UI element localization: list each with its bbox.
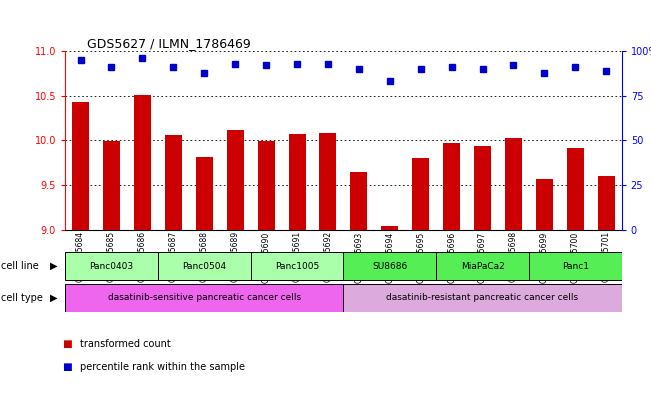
Bar bbox=[381, 226, 398, 230]
Bar bbox=[505, 138, 522, 230]
Text: Panc1: Panc1 bbox=[562, 262, 589, 271]
Bar bbox=[134, 95, 151, 230]
Text: dasatinib-sensitive pancreatic cancer cells: dasatinib-sensitive pancreatic cancer ce… bbox=[107, 293, 301, 302]
Bar bbox=[165, 135, 182, 230]
Bar bbox=[103, 141, 120, 230]
Bar bbox=[288, 134, 305, 230]
Bar bbox=[350, 172, 367, 230]
Bar bbox=[158, 252, 251, 281]
Text: percentile rank within the sample: percentile rank within the sample bbox=[80, 362, 245, 373]
Bar bbox=[258, 141, 275, 230]
Text: MiaPaCa2: MiaPaCa2 bbox=[461, 262, 505, 271]
Text: ■: ■ bbox=[62, 362, 72, 373]
Text: ▶: ▶ bbox=[49, 261, 57, 271]
Bar bbox=[227, 130, 243, 230]
Bar bbox=[529, 252, 622, 281]
Text: dasatinib-resistant pancreatic cancer cells: dasatinib-resistant pancreatic cancer ce… bbox=[387, 293, 579, 302]
Text: Panc1005: Panc1005 bbox=[275, 262, 319, 271]
Bar bbox=[72, 102, 89, 230]
Text: cell type: cell type bbox=[1, 292, 42, 303]
Bar bbox=[567, 148, 584, 230]
Text: cell line: cell line bbox=[1, 261, 38, 271]
Text: Panc0403: Panc0403 bbox=[89, 262, 133, 271]
Bar bbox=[251, 252, 343, 281]
Bar bbox=[65, 284, 344, 312]
Bar bbox=[412, 158, 429, 230]
Bar bbox=[474, 146, 491, 230]
Bar bbox=[343, 252, 436, 281]
Text: ■: ■ bbox=[62, 339, 72, 349]
Bar bbox=[536, 179, 553, 230]
Bar bbox=[65, 252, 158, 281]
Bar bbox=[196, 158, 213, 230]
Bar bbox=[443, 143, 460, 230]
Bar bbox=[598, 176, 615, 230]
Text: GDS5627 / ILMN_1786469: GDS5627 / ILMN_1786469 bbox=[87, 37, 251, 50]
Bar bbox=[343, 284, 622, 312]
Bar bbox=[320, 133, 337, 230]
Text: ▶: ▶ bbox=[49, 292, 57, 303]
Text: SU8686: SU8686 bbox=[372, 262, 408, 271]
Text: Panc0504: Panc0504 bbox=[182, 262, 227, 271]
Bar bbox=[436, 252, 529, 281]
Text: transformed count: transformed count bbox=[80, 339, 171, 349]
